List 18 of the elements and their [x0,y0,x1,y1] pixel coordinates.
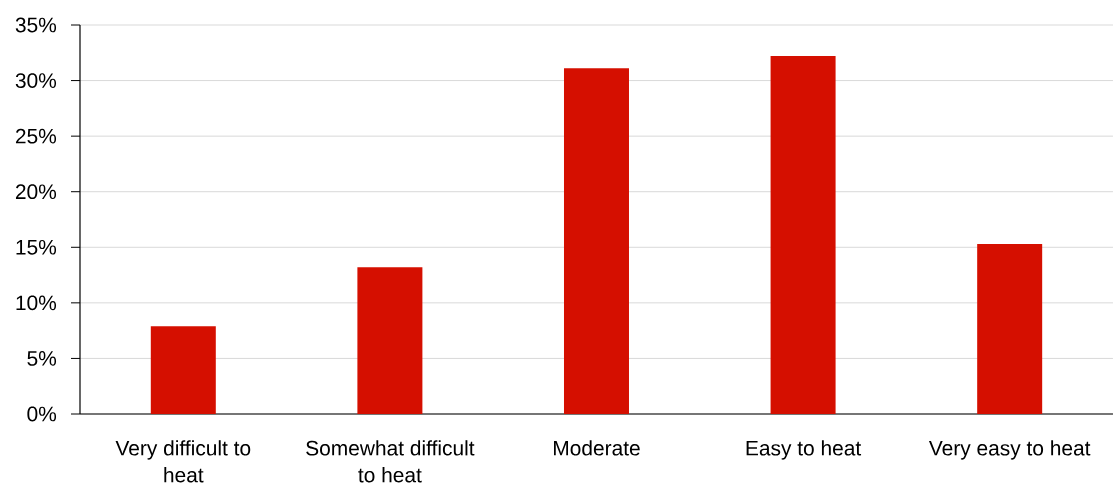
y-tick-label: 25% [15,128,57,144]
y-tick-label: 30% [15,73,57,88]
x-tick-label: Easy to heat [746,440,862,460]
y-tick-label: 5% [27,351,57,366]
y-tick-label: 10% [16,295,57,311]
bar [357,267,423,414]
y-tick-label: 35% [15,17,57,33]
bar [563,68,629,414]
x-tick-label: Moderate [554,440,640,456]
y-tick-label: 0% [27,406,57,422]
x-tick-label: Very easy to heat [928,440,1091,460]
bar [770,56,836,414]
x-tick-label: Very difficult to heat [115,440,251,483]
bar [150,326,216,414]
y-tick-label: 15% [16,239,57,255]
x-tick-label: Somewhat difficult to heat [306,440,475,483]
y-tick-label: 20% [15,184,57,200]
bar [977,243,1043,414]
